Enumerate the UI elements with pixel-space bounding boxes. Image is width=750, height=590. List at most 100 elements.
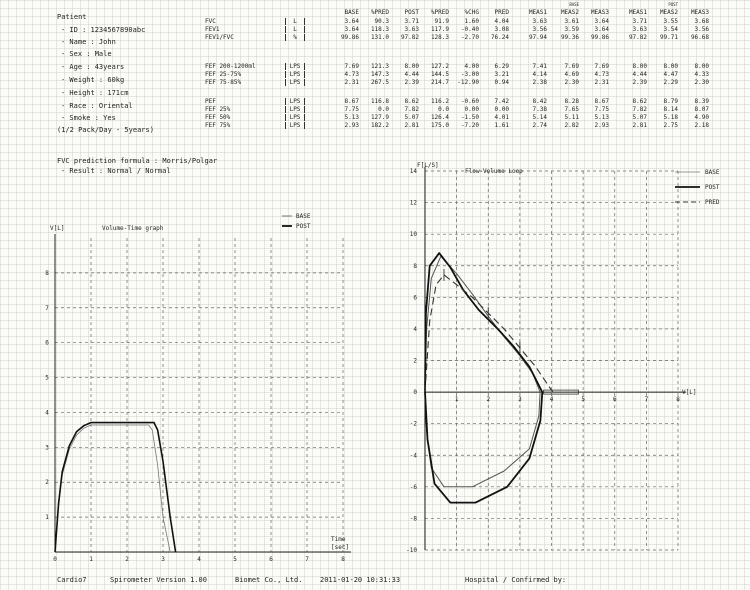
legend-label-post: POST xyxy=(705,184,720,191)
table-cell: 3.64 xyxy=(344,18,359,25)
table-cell: 2.81 xyxy=(632,122,647,129)
y-tick-label: 8 xyxy=(45,270,49,277)
prediction-result: - Result : Normal / Normal xyxy=(61,167,171,175)
legend-label-base: BASE xyxy=(705,169,720,176)
table-cell: 127.9 xyxy=(370,114,389,121)
table-row-label: FVC xyxy=(205,18,216,25)
table-cell: 147.3 xyxy=(370,71,389,78)
table-cell: 0.00 xyxy=(464,106,479,113)
table-cell: 7.65 xyxy=(564,106,579,113)
patient-field: - Weight : 60kg xyxy=(61,76,125,84)
y-tick-label: 4 xyxy=(45,409,49,416)
table-cell: 8.00 xyxy=(404,63,419,70)
table-row-unit: LPS xyxy=(285,114,305,121)
legend-label-post: POST xyxy=(296,223,311,230)
x-axis-label: V[L] xyxy=(682,389,696,396)
table-column-header: %PRED xyxy=(430,9,449,16)
flow-volume-chart: 1 2 3 4 5 6 7 814121086420-2-4-6-8-10F[L/S]Flow… xyxy=(406,162,720,554)
table-cell: 1.61 xyxy=(494,122,509,129)
table-column-header: %CHG xyxy=(464,9,479,16)
footer-datetime: 2011-01-20 10:31:33 xyxy=(320,576,401,584)
table-cell: 3.64 xyxy=(594,18,609,25)
footer-company: Biomet Co., Ltd. xyxy=(235,576,303,584)
table-cell: -1.50 xyxy=(460,114,479,121)
y-tick-label: 7 xyxy=(45,305,49,312)
marker-box xyxy=(543,389,579,395)
table-cell: 267.5 xyxy=(370,79,389,86)
footer-confirm: Hospital / Confirmed by: xyxy=(465,576,567,584)
table-cell: 3.21 xyxy=(494,71,509,78)
table-column-header: MEAS3 xyxy=(690,9,709,16)
y-tick-label: 8 xyxy=(413,263,417,270)
table-cell: 118.3 xyxy=(370,26,389,33)
table-cell: 8.28 xyxy=(564,98,579,105)
table-cell: 121.3 xyxy=(370,63,389,70)
x-axis-unit: [sec] xyxy=(331,544,349,551)
table-cell: 3.68 xyxy=(694,18,709,25)
table-cell: 117.9 xyxy=(430,26,449,33)
y-tick-label: 12 xyxy=(410,200,418,207)
table-cell: 96.68 xyxy=(690,34,709,41)
y-tick-label: -10 xyxy=(406,547,417,554)
table-cell: 4.33 xyxy=(694,71,709,78)
table-cell: 7.75 xyxy=(594,106,609,113)
table-cell: 0.0 xyxy=(378,106,389,113)
x-tick-label: 5 xyxy=(581,396,585,403)
table-column-header: %PRED xyxy=(370,9,389,16)
table-row-label: FEF 75-85% xyxy=(205,79,242,86)
table-cell: 2.93 xyxy=(594,122,609,129)
x-tick-label: 7 xyxy=(645,396,649,403)
table-cell: 2.39 xyxy=(404,79,419,86)
chart-title: Flow-Volume Loop xyxy=(465,168,523,175)
table-row-unit: % xyxy=(285,34,305,41)
prediction-formula: FVC prediction formula : Morris/Polgar xyxy=(57,157,218,165)
patient-field: (1/2 Pack/Day - 5years) xyxy=(57,126,154,134)
table-cell: 8.14 xyxy=(663,106,678,113)
table-cell: 144.5 xyxy=(430,71,449,78)
table-row-label: PEF xyxy=(205,98,216,105)
table-cell: 5.11 xyxy=(564,114,579,121)
series-base xyxy=(424,255,541,488)
series-post xyxy=(54,421,177,553)
x-tick-label: 4 xyxy=(197,556,201,563)
x-tick-label: 2 xyxy=(125,556,129,563)
table-column-header: MEAS2 xyxy=(560,9,579,16)
table-column-header: MEAS1 xyxy=(628,9,647,16)
table-cell: 175.0 xyxy=(430,122,449,129)
patient-field: - Smoke : Yes xyxy=(61,114,116,122)
table-cell: 3.59 xyxy=(564,26,579,33)
y-axis-label: V[L] xyxy=(50,225,64,232)
table-cell: 8.00 xyxy=(632,63,647,70)
table-cell: -3.00 xyxy=(460,71,479,78)
table-cell: 4.90 xyxy=(694,114,709,121)
table-cell: 4.44 xyxy=(404,71,419,78)
x-tick-label: 5 xyxy=(233,556,237,563)
series-post xyxy=(424,252,544,504)
patient-field: - Age : 43years xyxy=(61,63,125,71)
table-column-header: PRED xyxy=(494,9,509,16)
y-tick-label: 1 xyxy=(45,514,49,521)
table-cell: 4.14 xyxy=(532,71,547,78)
table-cell: 2.31 xyxy=(594,79,609,86)
table-cell: 99.36 xyxy=(560,34,579,41)
table-cell: 7.38 xyxy=(532,106,547,113)
table-cell: 0.00 xyxy=(494,106,509,113)
table-cell: 2.75 xyxy=(663,122,678,129)
table-cell: 2.81 xyxy=(404,122,419,129)
table-cell: 214.7 xyxy=(430,79,449,86)
table-cell: 127.2 xyxy=(430,63,449,70)
table-cell: -7.20 xyxy=(460,122,479,129)
table-cell: 2.82 xyxy=(564,122,579,129)
table-group-label: BASE xyxy=(569,2,579,7)
table-row-unit: LPS xyxy=(285,71,305,78)
table-row-label: FEF 75% xyxy=(205,122,231,129)
table-cell: 4.73 xyxy=(594,71,609,78)
y-tick-label: -8 xyxy=(410,515,418,522)
table-row-label: FEF 25% xyxy=(205,106,231,113)
x-tick-label: 2 xyxy=(486,396,490,403)
y-tick-label: 10 xyxy=(410,231,418,238)
table-row-unit: LPS xyxy=(285,106,305,113)
table-cell: 8.00 xyxy=(663,63,678,70)
table-cell: 5.13 xyxy=(594,114,609,121)
x-axis-label: Time xyxy=(331,536,346,543)
